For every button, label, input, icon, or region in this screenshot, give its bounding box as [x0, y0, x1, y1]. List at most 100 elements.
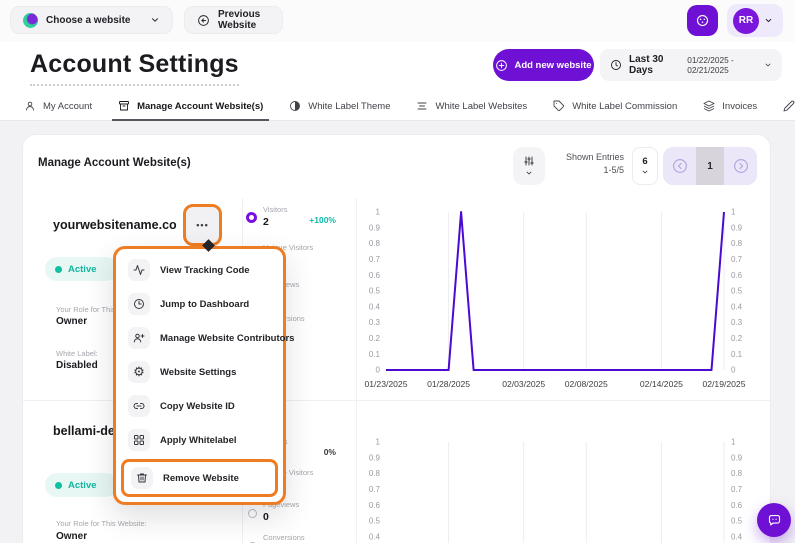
site-logo-icon	[23, 13, 38, 28]
status-label: Active	[68, 264, 97, 275]
svg-text:0.6: 0.6	[369, 501, 381, 510]
menu-item-label: Manage Website Contributors	[160, 333, 294, 344]
svg-text:0.1: 0.1	[731, 350, 743, 359]
theme-button[interactable]	[687, 5, 718, 36]
filter-button[interactable]	[513, 147, 545, 185]
svg-text:02/08/2025: 02/08/2025	[565, 379, 608, 389]
archive-icon	[118, 100, 130, 112]
choose-website-dropdown[interactable]: Choose a website	[10, 6, 173, 34]
add-new-website-button[interactable]: Add new website	[493, 49, 594, 81]
menu-item-view-tracking-code[interactable]: View Tracking Code	[116, 253, 283, 287]
svg-text:0.3: 0.3	[369, 318, 381, 327]
svg-text:0.7: 0.7	[369, 485, 381, 494]
page-size-select[interactable]: 6	[632, 147, 658, 185]
chevron-down-icon	[764, 61, 772, 69]
svg-text:0.4: 0.4	[369, 532, 381, 541]
svg-text:0.8: 0.8	[369, 239, 381, 248]
user-menu[interactable]: RR	[727, 4, 783, 37]
date-range-value: 01/22/2025 - 02/21/2025	[687, 55, 757, 75]
more-options-button[interactable]: •••	[183, 204, 222, 246]
highlighted-menu-item: Remove Website	[121, 459, 278, 497]
palette-icon	[695, 13, 710, 28]
menu-item-label: Jump to Dashboard	[160, 299, 249, 310]
tab-label: Manage Account Website(s)	[137, 101, 263, 112]
svg-text:0.5: 0.5	[731, 517, 743, 526]
tab-privacy-consents[interactable]: Privacy Consents	[783, 92, 795, 121]
website-name: yourwebsitename.co	[53, 218, 177, 232]
svg-text:0.9: 0.9	[731, 453, 743, 462]
role-value: Owner	[56, 316, 87, 327]
svg-text:0.2: 0.2	[731, 334, 743, 343]
menu-item-copy-website-id[interactable]: Copy Website ID	[116, 389, 283, 423]
tab-label: White Label Theme	[308, 101, 390, 112]
account-settings-page: Choose a website Previous Website RR Acc…	[0, 0, 795, 543]
svg-text:1: 1	[731, 208, 736, 217]
menu-item-jump-to-dashboard[interactable]: Jump to Dashboard	[116, 287, 283, 321]
divider	[356, 401, 357, 543]
status-badge: Active	[45, 473, 118, 497]
svg-text:1: 1	[376, 208, 381, 217]
menu-item-remove-website[interactable]: Remove Website	[124, 462, 275, 494]
svg-text:0.8: 0.8	[369, 469, 381, 478]
chevron-down-icon	[641, 168, 649, 176]
svg-text:1: 1	[376, 438, 381, 447]
svg-text:0.5: 0.5	[731, 287, 743, 296]
gear-icon: ⚙	[128, 361, 150, 383]
svg-text:0.6: 0.6	[731, 271, 743, 280]
contrast-icon	[289, 100, 301, 112]
circle-icon	[248, 509, 257, 518]
menu-item-apply-whitelabel[interactable]: Apply Whitelabel	[116, 423, 283, 457]
plus-circle-icon	[495, 59, 508, 72]
arrow-left-circle-icon	[197, 14, 210, 27]
prev-page-button[interactable]	[663, 147, 696, 185]
status-dot-icon	[55, 266, 62, 273]
menu-item-label: Copy Website ID	[160, 401, 235, 412]
tab-invoices[interactable]: Invoices	[703, 92, 757, 121]
stat-visitors: Visitors 2 +100%	[246, 199, 342, 228]
previous-website-label: Previous Website	[218, 9, 270, 31]
stat-conversions: Conversions	[246, 527, 342, 543]
tab-white-label-commission[interactable]: White Label Commission	[553, 92, 677, 121]
current-page[interactable]: 1	[696, 147, 724, 185]
tab-label: My Account	[43, 101, 92, 112]
svg-text:01/23/2025: 01/23/2025	[364, 379, 407, 389]
status-badge: Active	[45, 257, 118, 281]
svg-text:0.9: 0.9	[369, 223, 381, 232]
tab-manage-account-websites[interactable]: Manage Account Website(s)	[118, 92, 263, 121]
tab-white-label-theme[interactable]: White Label Theme	[289, 92, 390, 121]
pen-icon	[783, 100, 795, 112]
visitors-chart: 01/23/202501/28/202502/03/202502/08/2025…	[358, 198, 754, 392]
role-value: Owner	[56, 531, 87, 542]
layers-icon	[703, 100, 715, 112]
chevron-down-icon	[150, 15, 160, 25]
svg-text:0.9: 0.9	[369, 453, 381, 462]
menu-item-label: Apply Whitelabel	[160, 435, 237, 446]
svg-text:0.7: 0.7	[731, 255, 743, 264]
previous-website-button[interactable]: Previous Website	[184, 6, 283, 34]
dashboard-icon	[128, 293, 150, 315]
svg-text:0.3: 0.3	[731, 318, 743, 327]
next-page-button[interactable]	[724, 147, 757, 185]
pagination: 1	[663, 147, 757, 185]
menu-item-website-settings[interactable]: ⚙ Website Settings	[116, 355, 283, 389]
svg-text:02/03/2025: 02/03/2025	[502, 379, 545, 389]
date-range-picker[interactable]: Last 30 Days 01/22/2025 - 02/21/2025	[600, 49, 782, 81]
tab-white-label-websites[interactable]: White Label Websites	[416, 92, 527, 121]
chat-button[interactable]	[757, 503, 791, 537]
date-range-label: Last 30 Days	[629, 54, 676, 76]
tag-icon	[553, 100, 565, 112]
more-options-icon: •••	[196, 220, 208, 230]
tab-my-account[interactable]: My Account	[24, 92, 92, 121]
menu-item-manage-website-contributors[interactable]: Manage Website Contributors	[116, 321, 283, 355]
svg-text:0.8: 0.8	[731, 239, 743, 248]
svg-text:02/19/2025: 02/19/2025	[702, 379, 745, 389]
menu-item-label: Website Settings	[160, 367, 236, 378]
menu-item-label: Remove Website	[163, 473, 239, 484]
svg-text:1: 1	[731, 438, 736, 447]
white-label-label: White Label:	[56, 349, 98, 358]
chat-icon	[767, 513, 782, 528]
divider	[356, 198, 357, 400]
status-dot-icon	[55, 482, 62, 489]
shown-entries: Shown Entries 1-5/5	[544, 151, 624, 177]
tab-label: White Label Websites	[435, 101, 527, 112]
